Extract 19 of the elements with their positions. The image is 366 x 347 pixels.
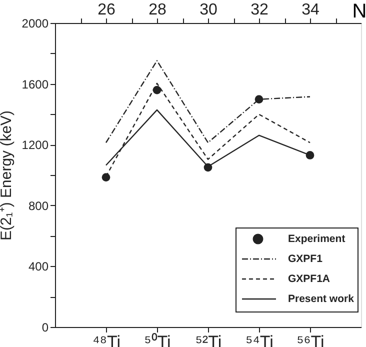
legend-label: GXPF1A: [288, 273, 330, 285]
legend-label: GXPF1: [288, 253, 323, 265]
x2-tick-label: 28: [148, 2, 166, 18]
x2-tick-label: 34: [302, 2, 320, 18]
y-tick-label: 800: [28, 198, 49, 213]
legend-label: Present work: [288, 293, 354, 305]
x2-tick-label: 30: [200, 2, 218, 18]
y-tick-label: 400: [28, 260, 49, 274]
y-tick-label: 1200: [22, 138, 49, 152]
y-tick-label: 2000: [22, 16, 49, 30]
y-tick-label: 1600: [22, 77, 49, 92]
x2-axis-title: N: [352, 0, 366, 22]
point: [102, 173, 110, 182]
x2-tick-label: 32: [250, 2, 268, 18]
line-series: [105, 60, 311, 144]
x2-tick-label: 26: [98, 2, 116, 18]
y-axis-title: E(2₁⁺) Energy (keV): [0, 110, 15, 241]
legend-label: Experiment: [288, 233, 346, 245]
y-tick-label: 0: [42, 320, 49, 334]
